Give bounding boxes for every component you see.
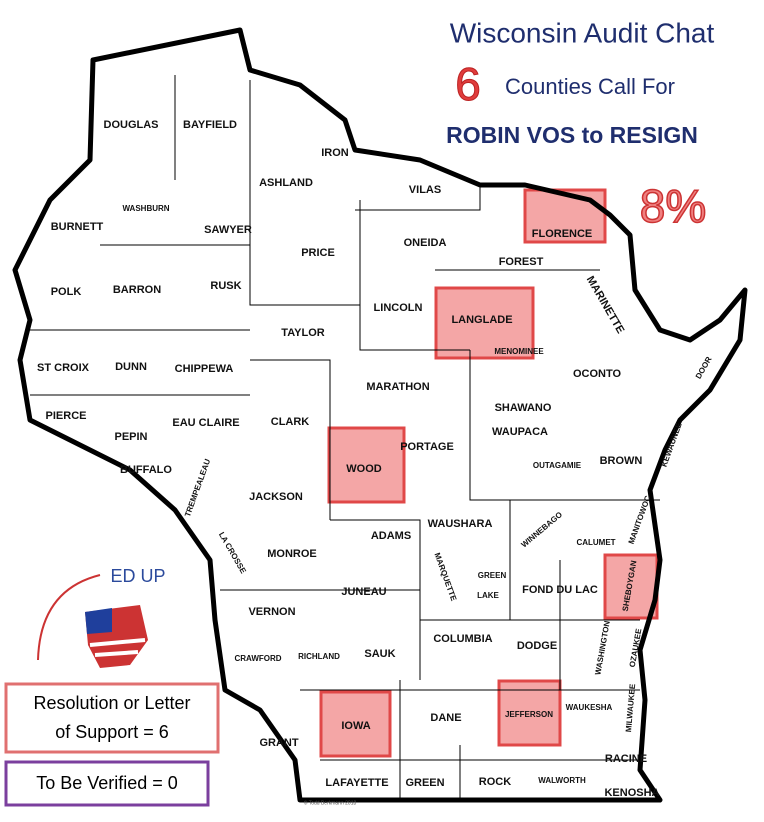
county-label: MENOMINEE: [494, 347, 544, 356]
highlights: [319, 188, 659, 758]
county-label: SAWYER: [204, 224, 252, 236]
county-label: BAYFIELD: [183, 119, 237, 131]
county-label: ROCK: [479, 776, 511, 788]
county-label: OCONTO: [573, 368, 622, 380]
county-label: IOWA: [341, 720, 370, 732]
legend-text: Resolution or Letter: [33, 693, 190, 713]
county-label: KENOSHA: [604, 787, 659, 799]
county-label: JUNEAU: [341, 586, 386, 598]
headline: ROBIN VOS to RESIGN: [446, 122, 698, 148]
county-label: JACKSON: [249, 491, 303, 503]
county-borders: [30, 75, 660, 800]
logo-arc: [37, 574, 101, 661]
legend-text: of Support = 6: [55, 722, 169, 742]
county-label: LAKE: [477, 591, 499, 600]
county-label: JEFFERSON: [505, 710, 553, 719]
county-label: MARINETTE: [584, 274, 626, 336]
county-label: COLUMBIA: [433, 633, 492, 645]
highlighted-county: [319, 690, 392, 758]
county-label: GRANT: [259, 737, 298, 749]
county-label: POLK: [51, 286, 82, 298]
county-label: LA CROSSE: [217, 530, 248, 575]
county-label: GREEN: [478, 571, 507, 580]
county-label: TAYLOR: [281, 327, 324, 339]
county-label: DANE: [430, 712, 461, 724]
title: Wisconsin Audit Chat: [450, 17, 715, 48]
county-label: EAU CLAIRE: [172, 417, 239, 429]
logo-flag: [85, 605, 148, 668]
county-label: CALUMET: [576, 538, 615, 547]
legend-box-verify: [4, 760, 210, 807]
county-label: ASHLAND: [259, 177, 313, 189]
county-label: WASHBURN: [122, 204, 169, 213]
county-label: DOOR: [694, 355, 714, 380]
county-label: LANGLADE: [451, 314, 512, 326]
county-label: GREEN: [405, 777, 444, 789]
county-label: ONEIDA: [404, 237, 447, 249]
credit: © Todd Berkmann 2018: [304, 799, 357, 806]
county-label: WOOD: [346, 463, 381, 475]
county-label: ADAMS: [371, 530, 411, 542]
county-label: PRICE: [301, 247, 335, 259]
county-label: FOREST: [499, 256, 544, 268]
county-label: MONROE: [267, 548, 317, 560]
county-label: RACINE: [605, 753, 647, 765]
state-outline: [12, 27, 748, 803]
county-label: MANITOWOC: [627, 494, 653, 545]
county-label: CRAWFORD: [234, 654, 281, 663]
county-label: FLORENCE: [532, 228, 593, 240]
county-label: MARQUETTE: [432, 552, 458, 603]
county-label: PORTAGE: [400, 441, 454, 453]
county-label: RUSK: [210, 280, 241, 292]
county-label: VILAS: [409, 184, 441, 196]
county-label: ST CROIX: [37, 362, 90, 374]
county-label: DUNN: [115, 361, 147, 373]
highlighted-county: [434, 286, 535, 360]
county-label: CHIPPEWA: [175, 363, 234, 375]
county-label: OUTAGAMIE: [533, 461, 582, 470]
county-label: VERNON: [248, 606, 295, 618]
county-label: TREMPEALEAU: [183, 458, 212, 519]
county-label: MARATHON: [366, 381, 429, 393]
county-label: WAUSHARA: [428, 518, 493, 530]
subtitle: Counties Call For: [505, 74, 675, 99]
percent: 8%: [640, 180, 706, 232]
county-label: LINCOLN: [374, 302, 423, 314]
county-label: DOUGLAS: [104, 119, 159, 131]
county-label: CLARK: [271, 416, 310, 428]
county-label: DODGE: [517, 640, 557, 652]
county-label: WAUPACA: [492, 426, 548, 438]
county-label: MILWAUKEE: [624, 683, 637, 733]
county-label: SAUK: [364, 648, 395, 660]
county-label: WASHINGTON: [593, 620, 611, 676]
county-label: WINNEBAGO: [519, 510, 564, 549]
count: 6: [455, 58, 481, 110]
legend-text: To Be Verified = 0: [36, 773, 178, 793]
highlighted-county: [327, 426, 406, 504]
logo: ED UP: [110, 566, 165, 586]
county-label: RICHLAND: [298, 652, 340, 661]
county-label: BROWN: [600, 455, 643, 467]
county-label: LAFAYETTE: [325, 777, 388, 789]
county-label: PEPIN: [114, 431, 147, 443]
county-label: IRON: [321, 147, 349, 159]
county-label: WAUKESHA: [566, 703, 613, 712]
county-label: BURNETT: [51, 221, 104, 233]
county-label: PIERCE: [46, 410, 87, 422]
highlighted-county: [497, 679, 562, 747]
county-label: BUFFALO: [120, 464, 172, 476]
legend-box-supported: [4, 682, 220, 754]
county-label: BARRON: [113, 284, 161, 296]
county-label: KEWAUNEE: [659, 421, 683, 468]
county-label: FOND DU LAC: [522, 584, 598, 596]
county-label: SHAWANO: [495, 402, 552, 414]
county-label: WALWORTH: [538, 776, 586, 785]
